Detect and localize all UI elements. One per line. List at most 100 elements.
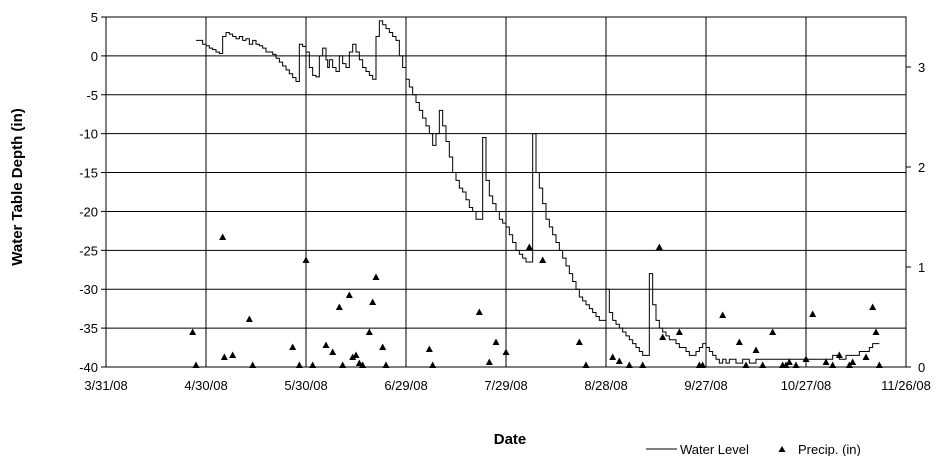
precip-point: [615, 357, 623, 364]
precip-point: [329, 348, 337, 355]
precip-point: [655, 243, 663, 250]
precip-point: [779, 361, 787, 368]
precip-point: [369, 298, 377, 305]
y-tick-label: -40: [79, 360, 98, 375]
y-tick-label: -25: [79, 243, 98, 258]
precip-point: [539, 256, 547, 263]
precip-point: [245, 315, 253, 322]
y-axis-title: Water Table Depth (in): [9, 108, 26, 266]
precip-point: [752, 346, 760, 353]
precip-point: [699, 361, 707, 368]
precip-point: [609, 353, 617, 360]
precip-point: [785, 358, 793, 365]
precip-point: [339, 361, 347, 368]
precip-point: [792, 361, 800, 368]
y2-tick-label: 0: [918, 360, 925, 375]
precip-point: [849, 358, 857, 365]
y2-tick-label: 1: [918, 260, 925, 275]
precip-point: [379, 343, 387, 350]
precip-point: [675, 328, 683, 335]
x-tick-label: 6/29/08: [384, 378, 427, 393]
x-axis-title: Date: [494, 431, 527, 448]
precip-point: [359, 361, 367, 368]
y-tick-label: 0: [91, 49, 98, 64]
precip-point: [295, 361, 303, 368]
precip-point: [349, 353, 357, 360]
precip-point: [229, 351, 237, 358]
precip-point: [425, 345, 433, 352]
precip-point: [502, 348, 510, 355]
precip-point: [582, 361, 590, 368]
y-tick-label: -20: [79, 204, 98, 219]
legend-water-level-label: Water Level: [680, 442, 749, 456]
precip-point: [862, 353, 870, 360]
precip-point: [719, 311, 727, 318]
precip-point: [322, 341, 330, 348]
precip-point: [289, 343, 297, 350]
y-axis-ticks: 5 0 -5 -10 -15 -20 -25 -30 -35 -40: [79, 10, 106, 375]
precip-point: [352, 351, 360, 358]
precip-point: [735, 338, 743, 345]
y-tick-label: -35: [79, 321, 98, 336]
x-tick-label: 10/27/08: [781, 378, 832, 393]
precip-point: [475, 308, 483, 315]
x-tick-label: 3/31/08: [84, 378, 127, 393]
precip-point: [875, 361, 883, 368]
y2-tick-label: 2: [918, 160, 925, 175]
y-tick-label: -15: [79, 166, 98, 181]
x-tick-label: 4/30/08: [184, 378, 227, 393]
precip-point: [189, 328, 197, 335]
y2-tick-label: 3: [918, 60, 925, 75]
grid: [105, 16, 907, 368]
precip-point: [872, 328, 880, 335]
precip-point: [485, 358, 493, 365]
secondary-y-axis-ticks: 0 1 2 3: [906, 60, 925, 375]
precip-point: [192, 361, 200, 368]
precip-point: [429, 361, 437, 368]
legend-precip-marker: [778, 446, 786, 452]
precip-point: [625, 361, 633, 368]
y-tick-label: -5: [86, 88, 98, 103]
precip-point: [220, 353, 228, 360]
legend-precip-label: Precip. (in): [798, 442, 861, 456]
precip-point: [219, 233, 227, 240]
precip-point: [335, 303, 343, 310]
precip-point: [869, 303, 877, 310]
water-level-series: [196, 20, 880, 364]
precip-point: [365, 328, 373, 335]
precip-point: [759, 361, 767, 368]
x-tick-label: 7/29/08: [484, 378, 527, 393]
precip-point: [309, 361, 317, 368]
precip-point: [575, 338, 583, 345]
y-tick-label: -10: [79, 127, 98, 142]
precip-point: [769, 328, 777, 335]
precip-point: [835, 351, 843, 358]
precip-point: [355, 359, 363, 366]
x-tick-label: 8/28/08: [584, 378, 627, 393]
water-level-line: [196, 20, 880, 364]
precip-point: [639, 361, 647, 368]
precip-series: [189, 233, 883, 368]
precip-point: [659, 333, 667, 340]
legend: Water Level Precip. (in): [646, 442, 861, 456]
y-tick-label: -30: [79, 282, 98, 297]
x-tick-label: 11/26/08: [881, 378, 931, 393]
precip-point: [822, 358, 830, 365]
precip-point: [802, 355, 810, 362]
x-axis-ticks: 3/31/08 4/30/08 5/30/08 6/29/08 7/29/08 8/28/…: [84, 378, 931, 393]
precip-point: [372, 273, 380, 280]
precip-point: [249, 361, 257, 368]
y-tick-label: 5: [91, 10, 98, 25]
precip-point: [742, 361, 750, 368]
x-tick-label: 9/27/08: [684, 378, 727, 393]
precip-point: [809, 310, 817, 317]
precip-point: [382, 361, 390, 368]
precip-point: [302, 256, 310, 263]
plot-frame: [105, 16, 907, 368]
x-tick-label: 5/30/08: [284, 378, 327, 393]
precip-point: [492, 338, 500, 345]
precip-point: [829, 361, 837, 368]
precip-point: [345, 291, 353, 298]
precip-point: [525, 243, 533, 250]
